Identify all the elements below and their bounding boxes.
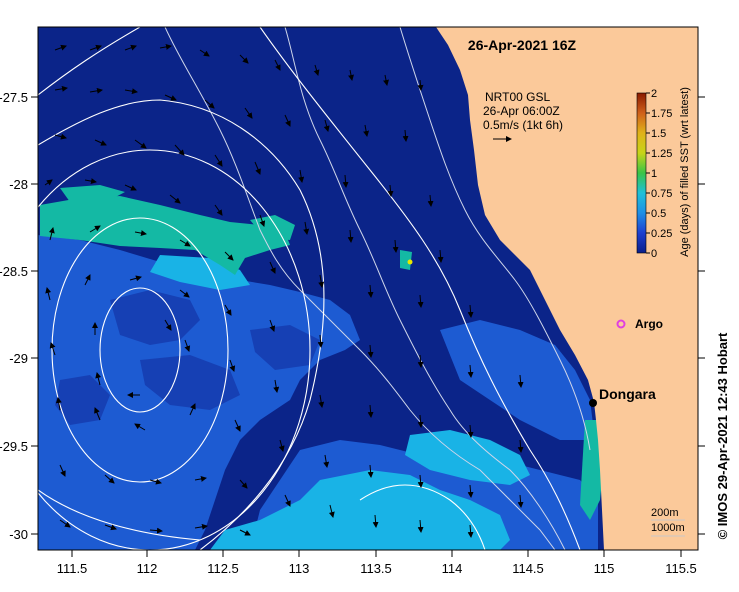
yellow-observation-dot bbox=[407, 259, 413, 265]
current-legend-source: NRT00 GSL bbox=[485, 90, 550, 104]
x-tick-label: 115.5 bbox=[665, 561, 697, 576]
colorbar-tick-label: 1.5 bbox=[651, 128, 666, 140]
argo-label: Argo bbox=[635, 317, 663, 331]
depth-contour-200m bbox=[164, 27, 556, 550]
argo-icon bbox=[616, 319, 626, 329]
dark-patch bbox=[250, 325, 320, 370]
current-legend-scale: 0.5m/s (1kt 6h) bbox=[483, 118, 563, 132]
argo-marker: Argo bbox=[616, 317, 663, 331]
colorbar-gradient bbox=[636, 92, 647, 254]
dark-patch bbox=[140, 355, 240, 410]
x-tick-label: 113.5 bbox=[360, 561, 392, 576]
dark-patch bbox=[110, 290, 200, 345]
colorbar: 2 1.75 1.5 1.25 1 0.75 0.5 0.25 0 Age (d… bbox=[636, 87, 691, 260]
depth-legend: 200m 1000m bbox=[651, 507, 685, 537]
y-tick-label: -28 bbox=[9, 177, 28, 192]
colorbar-tick-label: 2 bbox=[651, 88, 657, 100]
land-mass bbox=[436, 27, 698, 550]
colorbar-label: Age (days) of filled SST (wrt latest) bbox=[679, 87, 691, 257]
colorbar-ticks bbox=[646, 92, 650, 254]
depth-contour-1000m bbox=[284, 27, 566, 550]
dongara-label: Dongara bbox=[599, 386, 656, 402]
current-legend-time: 26-Apr 06:00Z bbox=[483, 104, 560, 118]
x-tick-label: 114 bbox=[442, 561, 463, 576]
x-tick-label: 112.5 bbox=[207, 561, 239, 576]
map-title: 26-Apr-2021 16Z bbox=[468, 37, 577, 53]
depth-legend-200m: 200m bbox=[651, 507, 679, 519]
current-legend: NRT00 GSL 26-Apr 06:00Z 0.5m/s (1kt 6h) bbox=[483, 90, 563, 142]
colorbar-tick-label: 1.75 bbox=[651, 108, 672, 120]
x-tick-label: 113 bbox=[289, 561, 310, 576]
mid-age-region-coastal bbox=[440, 320, 595, 440]
depth-contour-shelf bbox=[399, 27, 591, 451]
young-age-region bbox=[210, 470, 510, 550]
colorbar-tick-label: 0.5 bbox=[651, 208, 666, 220]
dongara-marker: Dongara bbox=[589, 386, 656, 407]
teal-age-region bbox=[400, 250, 412, 270]
x-tick-labels: 111.5 112 112.5 113 113.5 114 114.5 115 … bbox=[57, 561, 697, 576]
sea-level-contours bbox=[38, 27, 581, 550]
x-tick-label: 111.5 bbox=[57, 561, 88, 576]
teal-age-region bbox=[60, 185, 125, 202]
y-tick-label: -29 bbox=[9, 351, 28, 366]
town-dot-icon bbox=[589, 399, 597, 407]
map-plot-area bbox=[38, 27, 698, 550]
young-age-region bbox=[405, 430, 530, 485]
y-tick-label: -27.5 bbox=[0, 90, 28, 105]
x-tick-label: 114.5 bbox=[512, 561, 544, 576]
plot-frame bbox=[37, 26, 699, 551]
y-tick-label: -29.5 bbox=[0, 439, 28, 454]
teal-age-region bbox=[580, 420, 604, 520]
colorbar-tick-label: 1.25 bbox=[651, 148, 672, 160]
y-tick-label: -30 bbox=[9, 527, 28, 542]
y-tick-label: -28.5 bbox=[0, 264, 28, 279]
x-tick-label: 115 bbox=[594, 561, 615, 576]
colorbar-tick-label: 0.75 bbox=[651, 188, 672, 200]
young-age-region bbox=[150, 255, 250, 290]
imos-credit: © IMOS 29-Apr-2021 12:43 Hobart bbox=[715, 332, 730, 539]
colorbar-tick-label: 1 bbox=[651, 168, 657, 180]
colorbar-tick-label: 0.25 bbox=[651, 228, 672, 240]
axis-ticks bbox=[31, 96, 705, 557]
depth-legend-1000m: 1000m bbox=[651, 522, 685, 534]
colorbar-tick-label: 0 bbox=[651, 248, 657, 260]
x-tick-label: 112 bbox=[137, 561, 158, 576]
y-tick-labels: -27.5 -28 -28.5 -29 -29.5 -30 bbox=[0, 90, 28, 542]
current-vectors bbox=[44, 43, 524, 538]
